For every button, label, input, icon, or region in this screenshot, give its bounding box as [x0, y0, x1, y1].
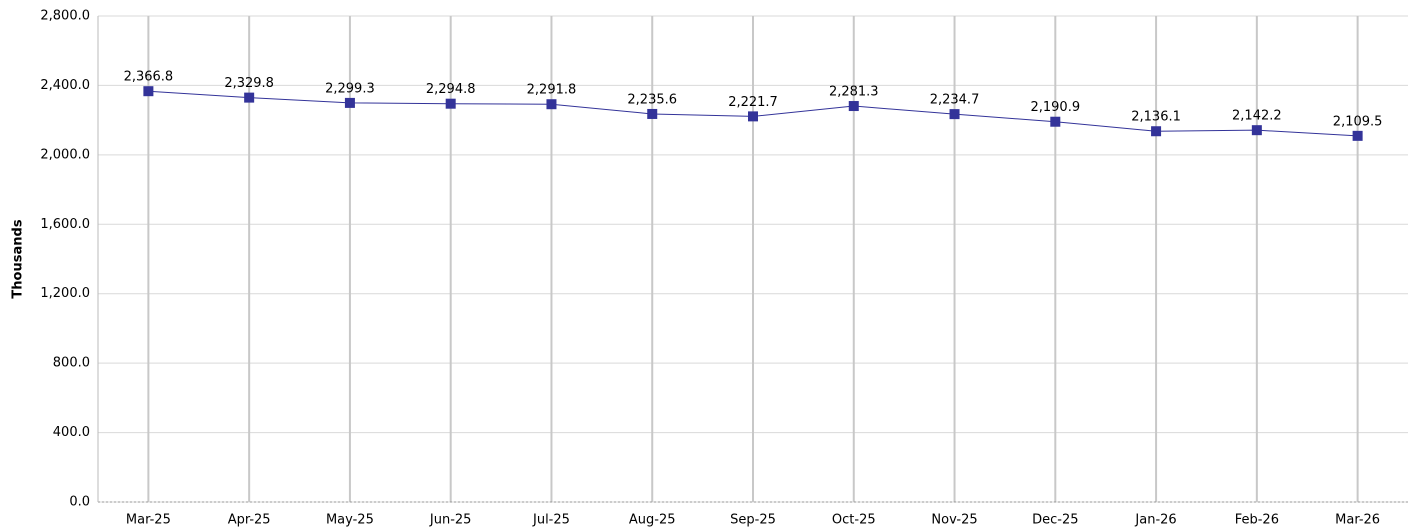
x-tick-label: Sep-25: [730, 513, 776, 528]
data-label: 2,221.7: [728, 95, 778, 110]
x-tick-label: Dec-25: [1032, 513, 1078, 528]
x-tick-label: Jul-25: [532, 513, 570, 528]
marker: [1352, 130, 1363, 141]
marker: [1050, 116, 1061, 127]
data-label: 2,294.8: [426, 82, 476, 97]
x-tick-label: Mar-25: [126, 513, 171, 528]
y-tick-label: 400.0: [53, 425, 90, 440]
x-tick-label: Aug-25: [629, 513, 676, 528]
y-tick-label: 2,000.0: [40, 147, 90, 162]
marker: [546, 99, 557, 110]
marker: [143, 86, 154, 97]
marker: [244, 92, 255, 103]
y-tick-label: 2,800.0: [40, 9, 90, 24]
marker: [1251, 125, 1262, 136]
y-tick-label: 1,200.0: [40, 286, 90, 301]
marker: [647, 108, 658, 119]
marker: [1151, 126, 1162, 137]
data-label: 2,291.8: [527, 83, 577, 98]
y-axis-title: Thousands: [11, 219, 26, 298]
y-tick-label: 0.0: [69, 495, 90, 510]
x-tick-label: Oct-25: [832, 513, 876, 528]
x-tick-label: Mar-26: [1335, 513, 1380, 528]
x-tick-label: May-25: [326, 513, 374, 528]
data-label: 2,190.9: [1030, 100, 1080, 115]
marker: [445, 98, 456, 109]
marker: [848, 101, 859, 112]
data-label: 2,329.8: [224, 76, 274, 91]
x-tick-label: Nov-25: [931, 513, 977, 528]
x-tick-label: Apr-25: [228, 513, 271, 528]
marker: [748, 111, 758, 122]
marker: [344, 97, 355, 108]
x-tick-label: Jun-25: [429, 513, 472, 528]
data-label: 2,281.3: [829, 85, 879, 100]
x-tick-label: Jan-26: [1134, 513, 1176, 528]
y-tick-label: 2,400.0: [40, 78, 90, 93]
data-label: 2,299.3: [325, 81, 375, 96]
y-tick-label: 800.0: [53, 356, 90, 371]
data-label: 2,109.5: [1333, 114, 1383, 129]
y-tick-label: 1,600.0: [40, 217, 90, 232]
data-label: 2,234.7: [930, 93, 980, 108]
data-label: 2,366.8: [124, 70, 174, 85]
data-label: 2,235.6: [627, 92, 677, 107]
data-label: 2,142.2: [1232, 109, 1282, 124]
x-tick-label: Feb-26: [1235, 513, 1279, 528]
data-label: 2,136.1: [1131, 110, 1181, 125]
marker: [949, 109, 960, 120]
